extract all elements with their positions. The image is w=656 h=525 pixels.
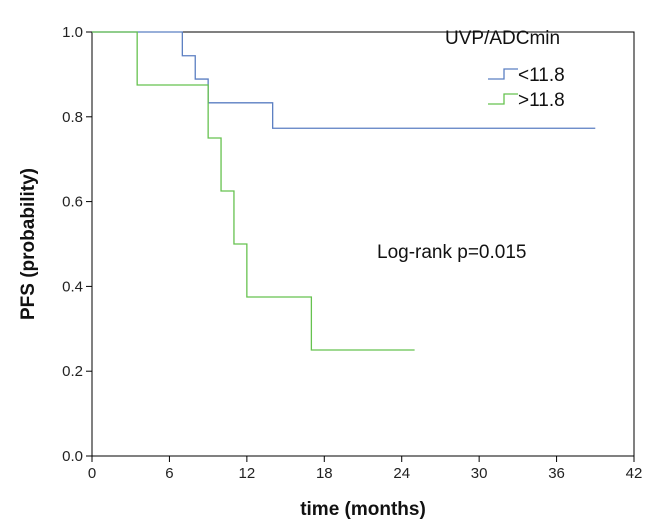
y-tick-label: 0.6: [62, 194, 83, 211]
x-tick-label: 12: [239, 465, 256, 482]
legend-title: UVP/ADCmin: [445, 28, 560, 49]
legend-swatch: [488, 93, 518, 105]
x-tick-label: 6: [165, 465, 173, 482]
x-tick-label: 30: [471, 465, 488, 482]
y-axis-title: PFS (probability): [18, 168, 39, 320]
legend-swatch: [488, 68, 518, 80]
x-axis: 0 6 12 18 24 30 36 42: [88, 456, 643, 482]
x-tick-label: 36: [548, 465, 565, 482]
legend: <11.8 >11.8: [488, 65, 565, 111]
y-tick-label: 0.2: [62, 363, 83, 380]
legend-label: <11.8: [518, 65, 565, 86]
legend-label: >11.8: [518, 90, 565, 111]
log-rank-annotation: Log-rank p=0.015: [377, 242, 526, 263]
x-tick-label: 24: [393, 465, 410, 482]
x-tick-label: 0: [88, 465, 96, 482]
km-curve-series-0: [92, 31, 596, 129]
x-tick-label: 18: [316, 465, 333, 482]
y-tick-label: 0.8: [62, 109, 83, 126]
x-axis-title: time (months): [300, 499, 426, 520]
km-curve-series-1: [92, 31, 415, 351]
series-layer: [92, 31, 596, 351]
y-tick-label: 0.4: [62, 278, 83, 295]
y-tick-label: 0.0: [62, 448, 83, 465]
x-tick-label: 42: [626, 465, 643, 482]
plot-frame: [91, 31, 635, 457]
y-axis: 0.0 0.2 0.4 0.6 0.8 1.0: [62, 24, 92, 465]
y-tick-label: 1.0: [62, 24, 83, 41]
